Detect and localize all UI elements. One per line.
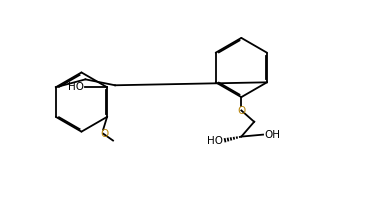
Text: O: O — [237, 106, 246, 116]
Text: HO: HO — [68, 82, 84, 92]
Text: OH: OH — [264, 130, 280, 140]
Text: HO: HO — [207, 135, 223, 146]
Text: O: O — [100, 129, 108, 139]
